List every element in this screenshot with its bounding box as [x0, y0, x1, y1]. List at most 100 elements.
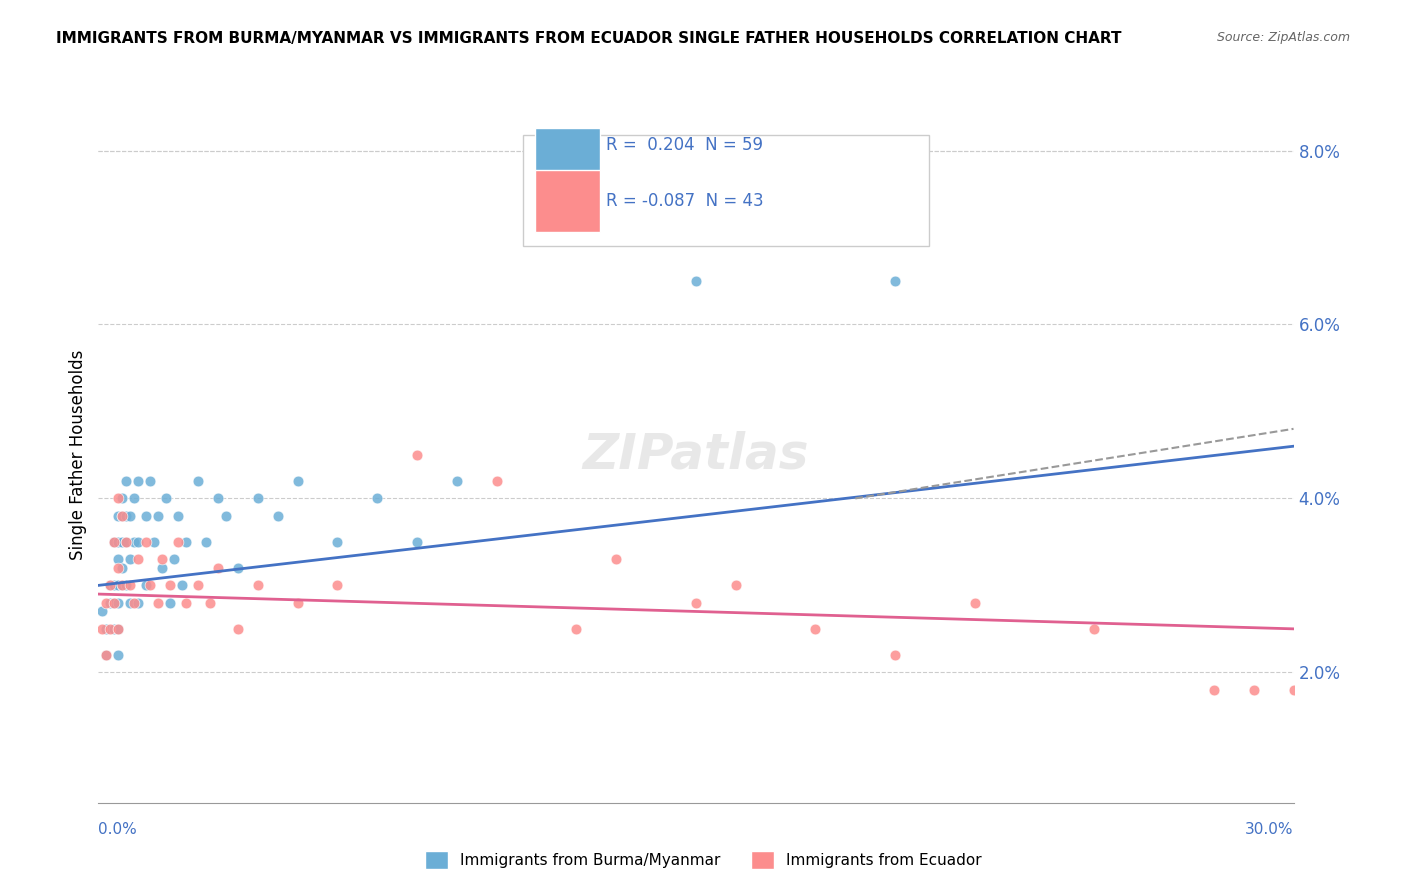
Point	[804, 622, 827, 636]
Point	[159, 578, 181, 592]
Point	[111, 578, 134, 592]
Point	[107, 648, 129, 662]
Point	[111, 508, 134, 523]
Point	[100, 578, 122, 592]
Point	[107, 596, 129, 610]
Point	[406, 448, 429, 462]
Point	[139, 578, 162, 592]
Point	[100, 596, 122, 610]
Text: Source: ZipAtlas.com: Source: ZipAtlas.com	[1216, 31, 1350, 45]
Point	[198, 596, 221, 610]
Point	[103, 578, 125, 592]
Point	[96, 648, 118, 662]
FancyBboxPatch shape	[523, 135, 929, 246]
Point	[115, 534, 138, 549]
Point	[685, 596, 707, 610]
Point	[287, 596, 309, 610]
Point	[91, 622, 114, 636]
Point	[724, 578, 747, 592]
Point	[246, 578, 269, 592]
Point	[150, 561, 173, 575]
Text: ZIPatlas: ZIPatlas	[582, 431, 810, 479]
Point	[207, 491, 229, 506]
Point	[406, 534, 429, 549]
Point	[135, 508, 157, 523]
Point	[167, 508, 190, 523]
Point	[120, 552, 142, 566]
Point	[150, 552, 173, 566]
Point	[96, 648, 118, 662]
Point	[215, 508, 238, 523]
Point	[163, 552, 186, 566]
Point	[207, 561, 229, 575]
Point	[139, 474, 162, 488]
Point	[103, 596, 125, 610]
Point	[100, 622, 122, 636]
Point	[172, 578, 194, 592]
Point	[91, 605, 114, 619]
Point	[111, 491, 134, 506]
Point	[159, 596, 181, 610]
Point	[103, 596, 125, 610]
Point	[96, 596, 118, 610]
Point	[246, 491, 269, 506]
Point	[115, 578, 138, 592]
Point	[326, 578, 349, 592]
Point	[195, 534, 218, 549]
FancyBboxPatch shape	[534, 169, 600, 232]
Point	[127, 474, 149, 488]
Point	[135, 534, 157, 549]
Point	[124, 491, 146, 506]
Point	[1282, 682, 1305, 697]
Point	[107, 578, 129, 592]
Point	[107, 622, 129, 636]
Point	[127, 552, 149, 566]
Point	[187, 474, 209, 488]
Point	[366, 491, 388, 506]
Point	[884, 274, 907, 288]
Point	[107, 561, 129, 575]
Text: 0.0%: 0.0%	[98, 822, 138, 837]
Point	[605, 552, 627, 566]
Point	[124, 596, 146, 610]
Point	[107, 491, 129, 506]
Point	[107, 622, 129, 636]
Point	[963, 596, 986, 610]
Point	[103, 622, 125, 636]
Point	[446, 474, 468, 488]
Point	[326, 534, 349, 549]
Point	[167, 534, 190, 549]
Point	[1243, 682, 1265, 697]
Point	[884, 648, 907, 662]
Point	[135, 578, 157, 592]
Point	[120, 578, 142, 592]
Point	[127, 534, 149, 549]
Point	[685, 274, 707, 288]
Point	[96, 622, 118, 636]
Point	[111, 578, 134, 592]
Point	[103, 534, 125, 549]
FancyBboxPatch shape	[534, 128, 600, 191]
Point	[115, 508, 138, 523]
Point	[267, 508, 290, 523]
Point	[115, 474, 138, 488]
Point	[565, 622, 588, 636]
Point	[187, 578, 209, 592]
Point	[148, 596, 170, 610]
Point	[287, 474, 309, 488]
Point	[111, 561, 134, 575]
Legend: Immigrants from Burma/Myanmar, Immigrants from Ecuador: Immigrants from Burma/Myanmar, Immigrant…	[419, 845, 987, 875]
Point	[107, 534, 129, 549]
Point	[226, 622, 249, 636]
Point	[107, 552, 129, 566]
Point	[107, 508, 129, 523]
Point	[127, 596, 149, 610]
Point	[124, 534, 146, 549]
Text: R = -0.087  N = 43: R = -0.087 N = 43	[606, 192, 763, 210]
Point	[120, 508, 142, 523]
Point	[143, 534, 166, 549]
Point	[174, 534, 197, 549]
Point	[226, 561, 249, 575]
Point	[174, 596, 197, 610]
Text: 30.0%: 30.0%	[1246, 822, 1294, 837]
